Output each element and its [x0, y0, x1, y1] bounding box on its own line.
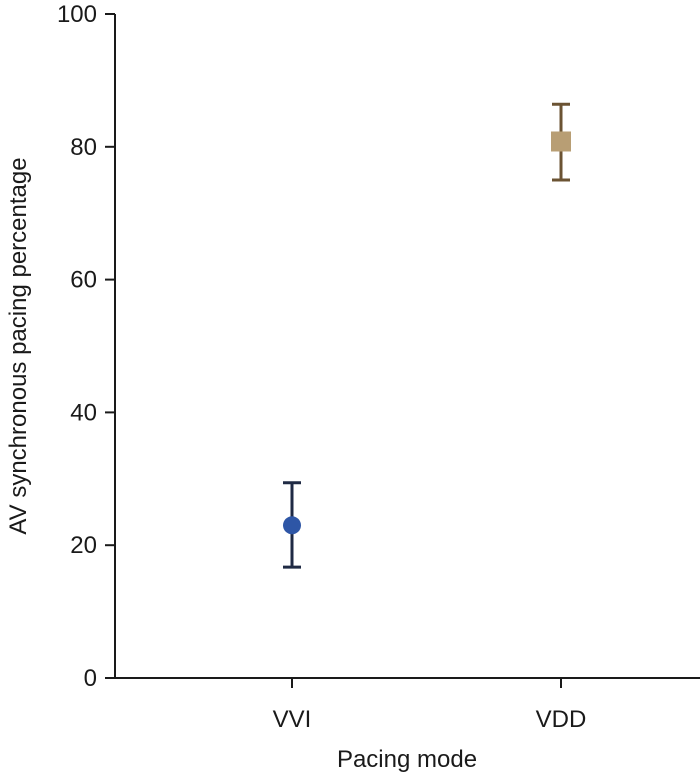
series-vdd [551, 102, 571, 182]
y-tick-label: 100 [57, 1, 97, 28]
y-tick-label: 80 [70, 134, 97, 161]
y-tick-label: 20 [70, 532, 97, 559]
data-marks [283, 102, 571, 569]
data-point-vvi [283, 516, 301, 535]
x-tick-label: VVI [273, 706, 312, 733]
y-tick-label: 0 [84, 665, 97, 692]
data-point-vdd [551, 131, 571, 152]
y-tick-label: 40 [70, 399, 97, 426]
y-axis-ticks: 0 20 40 60 80 100 [57, 1, 115, 692]
y-tick-label: 60 [70, 267, 97, 294]
x-axis-label: Pacing mode [337, 746, 477, 773]
series-vvi [283, 481, 301, 569]
y-axis-label: AV synchronous pacing percentage [5, 157, 32, 534]
x-axis-ticks: VVI VDD [273, 678, 587, 733]
x-tick-label: VDD [536, 706, 587, 733]
